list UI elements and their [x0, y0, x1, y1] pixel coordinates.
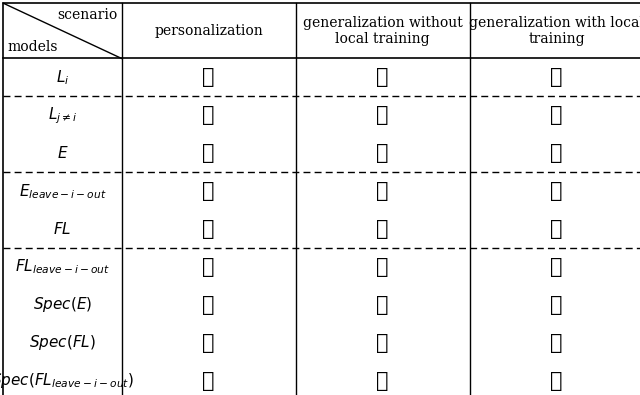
Text: ✗: ✗ — [550, 105, 563, 125]
Text: ✗: ✗ — [202, 105, 215, 125]
Text: ✗: ✗ — [202, 181, 215, 201]
Text: ✗: ✗ — [376, 219, 389, 239]
Text: scenario: scenario — [58, 8, 118, 22]
Text: ✓: ✓ — [550, 143, 563, 163]
Text: ✓: ✓ — [202, 143, 215, 163]
Text: ✓: ✓ — [550, 68, 563, 87]
Text: ✓: ✓ — [376, 257, 389, 277]
Text: ✗: ✗ — [550, 219, 563, 239]
Text: ✗: ✗ — [550, 333, 563, 353]
Text: $Spec(E)$: $Spec(E)$ — [33, 295, 92, 314]
Text: ✗: ✗ — [376, 143, 389, 163]
Text: $L_i$: $L_i$ — [56, 68, 69, 87]
Text: ✓: ✓ — [550, 257, 563, 277]
Text: $E$: $E$ — [56, 145, 68, 161]
Text: ✓: ✓ — [202, 68, 215, 87]
Text: generalization with local
training: generalization with local training — [469, 16, 640, 46]
Text: ✓: ✓ — [550, 371, 563, 391]
Text: ✓: ✓ — [550, 295, 563, 315]
Text: ✓: ✓ — [376, 181, 389, 201]
Text: $E_{leave-i-out}$: $E_{leave-i-out}$ — [19, 182, 106, 201]
Text: $Spec(FL)$: $Spec(FL)$ — [29, 333, 96, 352]
Text: personalization: personalization — [154, 24, 263, 38]
Text: ✗: ✗ — [376, 371, 389, 391]
Text: models: models — [7, 40, 58, 54]
Text: ✓: ✓ — [376, 105, 389, 125]
Text: ✓: ✓ — [202, 219, 215, 239]
Text: ✗: ✗ — [202, 371, 215, 391]
Text: ✗: ✗ — [376, 68, 389, 87]
Text: $L_{j\neq i}$: $L_{j\neq i}$ — [47, 105, 77, 126]
Text: ✗: ✗ — [202, 257, 215, 277]
Text: ✗: ✗ — [376, 333, 389, 353]
Text: ✓: ✓ — [202, 333, 215, 353]
Text: $FL$: $FL$ — [53, 221, 72, 237]
Text: ✗: ✗ — [550, 181, 563, 201]
Text: generalization without
local training: generalization without local training — [303, 16, 463, 46]
Text: ✗: ✗ — [376, 295, 389, 315]
Text: $FL_{leave-i-out}$: $FL_{leave-i-out}$ — [15, 258, 110, 276]
Text: $Spec(FL_{leave-i-out})$: $Spec(FL_{leave-i-out})$ — [0, 371, 134, 390]
Text: ✓: ✓ — [202, 295, 215, 315]
